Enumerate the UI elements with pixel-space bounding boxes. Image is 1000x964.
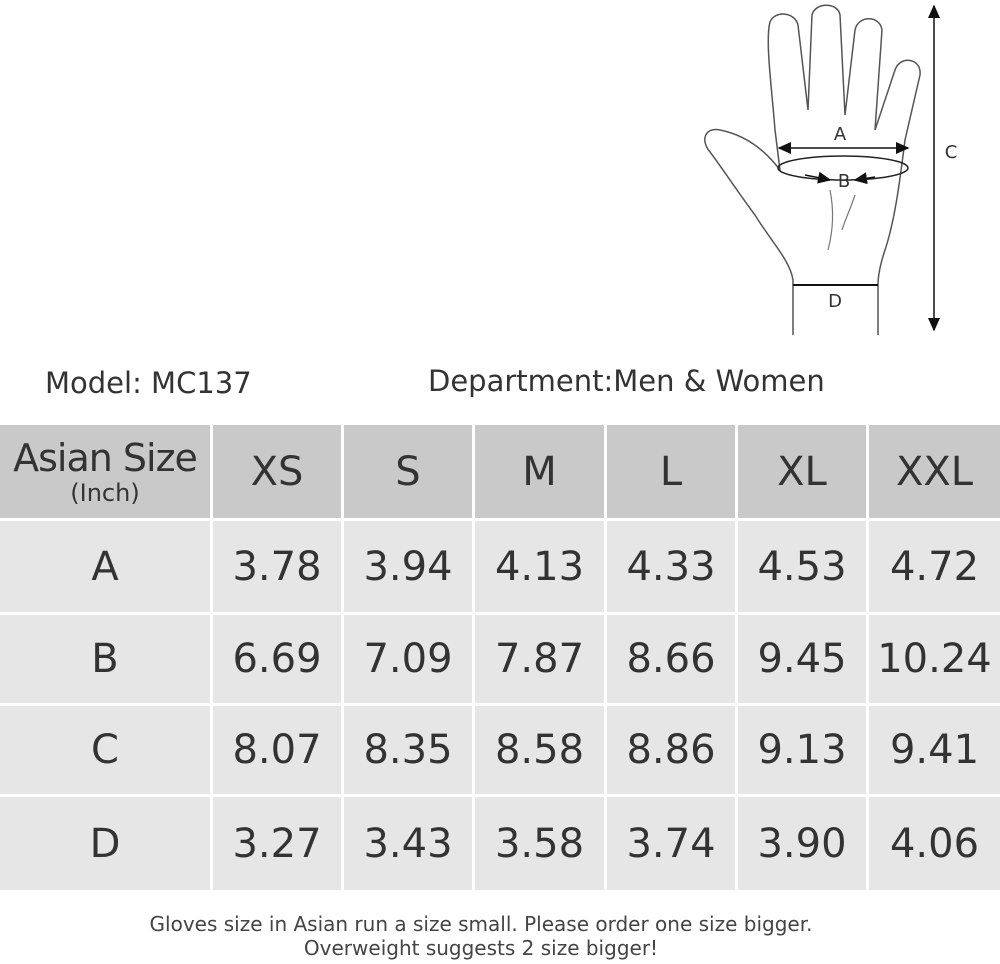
value-cell: 7.09 (344, 615, 472, 703)
size-header: S (344, 425, 472, 518)
value-cell: 3.27 (213, 797, 341, 890)
row-label: A (0, 521, 210, 612)
footer: Gloves size in Asian run a size small. P… (0, 912, 962, 960)
value-cell: 3.74 (607, 797, 735, 890)
value-cell: 8.07 (213, 706, 341, 794)
arrow-b (804, 171, 832, 184)
value-cell: 3.94 (344, 521, 472, 612)
arrow-b (853, 172, 876, 185)
value-cell: 8.86 (607, 706, 735, 794)
header-unit: (Inch) (70, 478, 140, 507)
hand-diagram: A B C D (704, 4, 958, 335)
row-label: C (0, 706, 210, 794)
footer-line: Overweight suggests 2 size bigger! (303, 936, 659, 960)
value-cell: 3.43 (344, 797, 472, 890)
label-b: B (838, 171, 850, 192)
label-d: D (828, 291, 842, 312)
value-cell: 4.33 (607, 521, 735, 612)
value-cell: 4.06 (869, 797, 1000, 890)
size-header: XS (213, 425, 341, 518)
value-cell: 4.13 (475, 521, 604, 612)
row-label: B (0, 615, 210, 703)
department: Department:Men & Women (428, 364, 825, 398)
value-cell: 8.58 (475, 706, 604, 794)
model: Model: MC137 (45, 366, 252, 400)
row-label: D (0, 797, 210, 890)
value-cell: 6.69 (213, 615, 341, 703)
value-cell: 8.35 (344, 706, 472, 794)
value-cell: 9.13 (738, 706, 866, 794)
palm-lines (827, 189, 856, 251)
size-header: XXL (869, 425, 1000, 518)
hand-outline (704, 4, 921, 335)
size-header: M (475, 425, 604, 518)
value-cell: 7.87 (475, 615, 604, 703)
header-cell: Asian Size (Inch) (0, 425, 210, 518)
value-cell: 3.78 (213, 521, 341, 612)
value-cell: 8.66 (607, 615, 735, 703)
value-cell: 9.45 (738, 615, 866, 703)
value-cell: 4.72 (869, 521, 1000, 612)
value-cell: 10.24 (869, 615, 1000, 703)
value-cell: 3.90 (738, 797, 866, 890)
value-cell: 4.53 (738, 521, 866, 612)
value-cell: 3.58 (475, 797, 604, 890)
header-title: Asian Size (13, 435, 198, 480)
size-header: XL (738, 425, 866, 518)
measure-b (777, 155, 909, 181)
value-cell: 9.41 (869, 706, 1000, 794)
label-c: C (945, 142, 958, 163)
size-header: L (607, 425, 735, 518)
label-a: A (834, 124, 847, 145)
footer-line: Gloves size in Asian run a size small. P… (149, 912, 813, 936)
